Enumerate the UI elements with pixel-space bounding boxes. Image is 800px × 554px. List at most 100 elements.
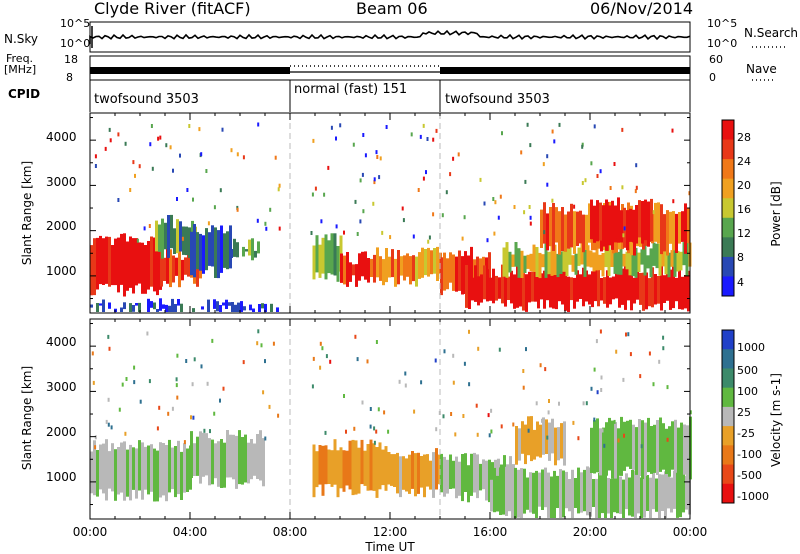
power-panel-speck	[524, 179, 527, 184]
velocity-panel-speck	[375, 340, 378, 344]
power-panel-speck	[362, 209, 365, 214]
velocity-panel-speck	[176, 353, 179, 358]
power-panel-cell	[526, 254, 530, 269]
velocity-panel-cell	[443, 456, 446, 497]
velocity-cbar-tick-neg1000: -1000	[737, 490, 769, 503]
velocity-panel-cell	[387, 452, 391, 485]
velocity-panel-cell	[482, 459, 485, 490]
power-panel-cell	[516, 265, 519, 308]
power-panel-cell	[465, 265, 468, 308]
power-panel-cell	[483, 265, 486, 300]
power-panel-speck	[449, 172, 452, 177]
power-panel-speck	[635, 163, 638, 168]
power-panel-speck	[310, 231, 313, 235]
power-panel-speck	[672, 199, 675, 204]
velocity-panel-cell	[214, 443, 217, 479]
power-panel-speck	[150, 124, 153, 128]
velocity-panel-cell	[229, 434, 232, 478]
velocity-panel-cell	[673, 470, 676, 509]
power-panel-speck	[494, 200, 497, 205]
power-panel-cell	[640, 249, 644, 265]
velocity-panel-speck	[475, 403, 478, 408]
power-panel-cell	[534, 265, 537, 302]
nave-tick-bottom: 0	[709, 71, 716, 84]
power-panel-cell	[158, 224, 161, 252]
velocity-panel-cell	[583, 469, 586, 512]
power-panel-cell	[477, 276, 480, 306]
velocity-panel-cell	[141, 442, 144, 500]
power-panel-cell	[573, 277, 576, 309]
velocity-panel-speck	[398, 379, 401, 384]
velocity-panel-cell	[514, 467, 517, 518]
velocity-panel-speck	[615, 349, 618, 354]
velocity-panel-cell	[538, 472, 541, 507]
velocity-panel-speck	[373, 426, 376, 431]
velocity-panel-speck	[190, 415, 192, 420]
velocity-panel-cell	[499, 467, 502, 515]
power-colorbar-swatch-6	[722, 217, 734, 238]
nsearch-label: N.Search	[744, 26, 799, 40]
velocity-panel-cell	[614, 422, 617, 479]
power-colorbar-swatch-2	[722, 139, 734, 160]
power-panel-speck	[132, 160, 135, 165]
power-panel-cell	[540, 209, 543, 248]
power-panel-cell	[661, 248, 665, 267]
power-panel-cell	[600, 278, 603, 301]
velocity-colorbar-swatch-7	[722, 445, 734, 466]
power-panel-speck	[543, 230, 546, 235]
power-panel-speck	[192, 197, 194, 202]
power-panel-speck	[526, 122, 529, 127]
velocity-panel-speck	[319, 365, 322, 370]
power-panel-speck	[427, 239, 430, 244]
power-panel-cell	[391, 249, 394, 278]
velocity-panel-cell	[102, 443, 105, 494]
power-panel-cell	[576, 211, 579, 246]
power-panel-cell	[205, 228, 208, 271]
power-panel-cell	[251, 238, 254, 261]
power-panel-cell	[598, 254, 602, 271]
power-panel-cell	[223, 233, 226, 268]
power-panel-cell	[529, 253, 533, 272]
velocity-panel-speck	[541, 418, 543, 423]
velocity-panel-cell	[632, 424, 635, 470]
power-panel-speck	[671, 128, 674, 133]
power-panel-cell	[601, 253, 605, 277]
power-panel-cell	[679, 251, 683, 271]
velocity-panel-speck	[666, 437, 669, 442]
velocity-colorbar-swatch-2	[722, 349, 734, 369]
power-panel-cell	[648, 278, 651, 307]
power-panel-speck	[138, 164, 141, 169]
power-panel-cell	[156, 309, 159, 312]
velocity-panel-cell	[99, 444, 102, 490]
power-panel-cell	[150, 236, 153, 287]
power-panel-patch-6	[90, 298, 279, 312]
velocity-panel-cell	[490, 479, 493, 512]
power-panel-cell	[643, 243, 647, 276]
power-panel-speck	[422, 176, 425, 181]
velocity-panel-cell	[399, 456, 402, 498]
power-panel-cell	[168, 305, 171, 312]
velocity-panel-cell	[611, 420, 614, 479]
power-panel-speck	[207, 221, 210, 226]
power-panel-cell	[376, 247, 379, 278]
power-panel-cell	[135, 303, 138, 306]
power-panel-cell	[617, 197, 620, 243]
power-panel-speck	[581, 142, 584, 147]
power-panel-cell	[574, 253, 578, 275]
velocity-panel-speck	[498, 347, 501, 352]
power-panel-speck	[373, 177, 376, 182]
power-panel-cell	[455, 256, 458, 292]
velocity-panel-cell	[342, 450, 346, 492]
power-panel-speck	[372, 201, 375, 206]
power-panel-speck	[441, 213, 444, 218]
power-panel-speck	[497, 215, 500, 220]
velocity-panel-cell	[638, 419, 641, 476]
power-panel-cell	[577, 247, 581, 266]
velocity-panel-speck	[94, 435, 97, 440]
velocity-panel-speck	[206, 381, 209, 386]
velocity-panel-patch-6	[490, 466, 691, 518]
power-panel-speck	[108, 127, 111, 132]
power-panel-cell	[180, 303, 183, 312]
power-panel-speck	[165, 143, 168, 148]
power-panel-cell	[636, 267, 639, 300]
